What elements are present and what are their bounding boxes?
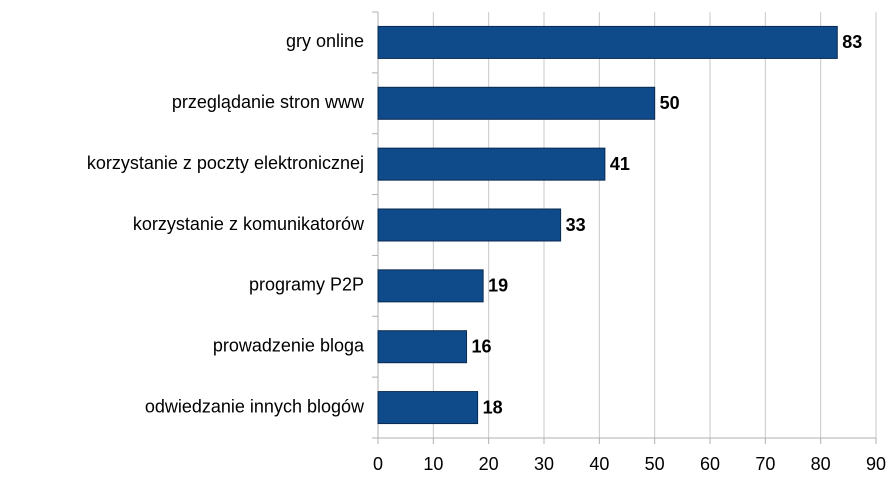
y-tick-label: korzystanie z komunikatorów [133, 214, 365, 234]
x-tick-label: 40 [589, 454, 609, 474]
x-tick-label: 90 [866, 454, 886, 474]
bar [377, 208, 562, 242]
x-tick-label: 10 [423, 454, 443, 474]
bar [377, 147, 606, 181]
data-label: 19 [488, 276, 508, 296]
x-tick-label: 50 [645, 454, 665, 474]
x-tick-label: 70 [755, 454, 775, 474]
x-tick-label: 80 [811, 454, 831, 474]
data-label: 50 [660, 93, 680, 113]
data-label: 16 [472, 336, 492, 356]
x-tick-label: 20 [479, 454, 499, 474]
y-tick-label: gry online [286, 31, 364, 51]
y-tick-label: przeglądanie stron www [172, 92, 365, 112]
x-tick-label: 0 [373, 454, 383, 474]
bar [377, 330, 468, 364]
y-tick-label: programy P2P [249, 275, 364, 295]
x-tick-label: 60 [700, 454, 720, 474]
data-label: 83 [842, 32, 862, 52]
bar [377, 391, 479, 425]
bar [377, 86, 656, 120]
y-tick-label: odwiedzanie innych blogów [145, 396, 365, 416]
x-tick-label: 30 [534, 454, 554, 474]
data-label: 41 [610, 154, 630, 174]
data-label: 18 [483, 397, 503, 417]
data-label: 33 [566, 215, 586, 235]
y-tick-label: prowadzenie bloga [213, 335, 365, 355]
bar [377, 25, 838, 59]
bar [377, 269, 484, 303]
y-tick-label: korzystanie z poczty elektronicznej [87, 153, 364, 173]
